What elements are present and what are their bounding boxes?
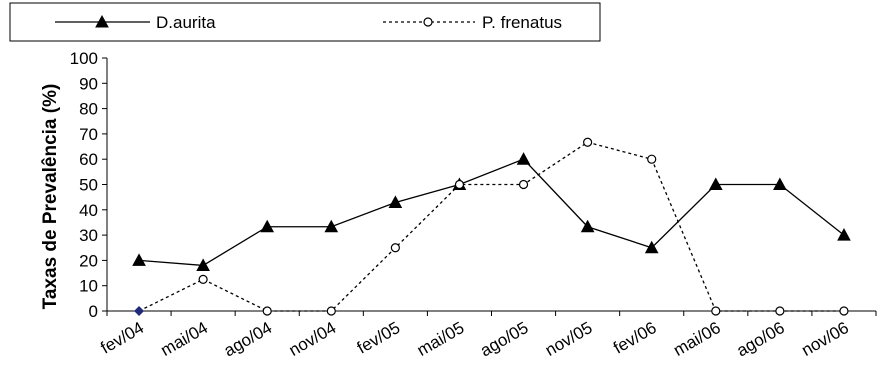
data-point [518,179,529,190]
data-point [708,177,723,190]
x-tick-label: ago/04 [221,318,276,360]
data-point [583,137,593,147]
y-tick-label: 30 [79,226,98,245]
data-point [260,219,275,233]
data-point [773,177,787,190]
data-point [839,306,849,316]
y-tick-label: 100 [70,49,98,68]
x-tick-label: mai/06 [670,318,724,360]
y-tick-label: 90 [79,74,98,93]
x-tick-label: fev/05 [354,318,404,358]
data-point [711,306,721,316]
series-line [138,141,844,312]
axes: 0 10 20 30 40 50 60 70 80 90 100 fev/04 mai/04 ago/04… [70,49,877,360]
x-tick-label: nov/06 [798,318,852,360]
y-tick-label: 80 [79,100,98,119]
data-point [324,219,339,233]
series-line [138,158,845,267]
x-tick-label: nov/04 [286,318,340,360]
data-point [198,274,208,284]
y-tick-label: 40 [79,201,98,220]
series-layer [132,137,851,316]
data-point [454,179,465,190]
legend: D.aurita P. frenatus [9,2,601,42]
x-tick-label: fev/04 [97,318,147,358]
y-tick-label: 20 [79,251,98,270]
series-p-frenatus [134,137,849,316]
data-point [196,258,210,271]
data-point [388,195,403,208]
data-point [580,219,595,233]
x-tick-label: mai/05 [414,318,468,360]
data-point [647,154,657,164]
data-point [134,306,145,316]
y-tick-label: 10 [79,277,98,296]
data-point [837,228,851,241]
x-tick-label: fev/06 [610,318,660,358]
y-tick-label: 70 [79,125,98,144]
series-d-aurita [132,152,851,271]
y-axis-label: Taxas de Prevalência (%) [40,84,61,310]
y-tick-label: 0 [89,302,98,321]
x-tick-label: mai/04 [157,318,211,360]
legend-marker-d-aurita [95,14,109,28]
x-tick-label: ago/06 [733,318,788,360]
data-point [390,243,400,253]
y-tick-label: 60 [79,150,98,169]
data-point [775,306,785,316]
x-tick-label: ago/05 [477,318,532,360]
data-point [262,306,272,316]
data-point [644,240,659,254]
data-point [326,306,336,316]
y-tick-label: 50 [79,176,98,195]
legend-label-p-frenatus: P. frenatus [482,13,562,32]
x-tick-label: nov/05 [542,318,596,360]
data-point [516,152,531,165]
data-point [132,253,146,266]
legend-label-d-aurita: D.aurita [156,13,216,32]
legend-marker-p-frenatus [423,17,433,27]
